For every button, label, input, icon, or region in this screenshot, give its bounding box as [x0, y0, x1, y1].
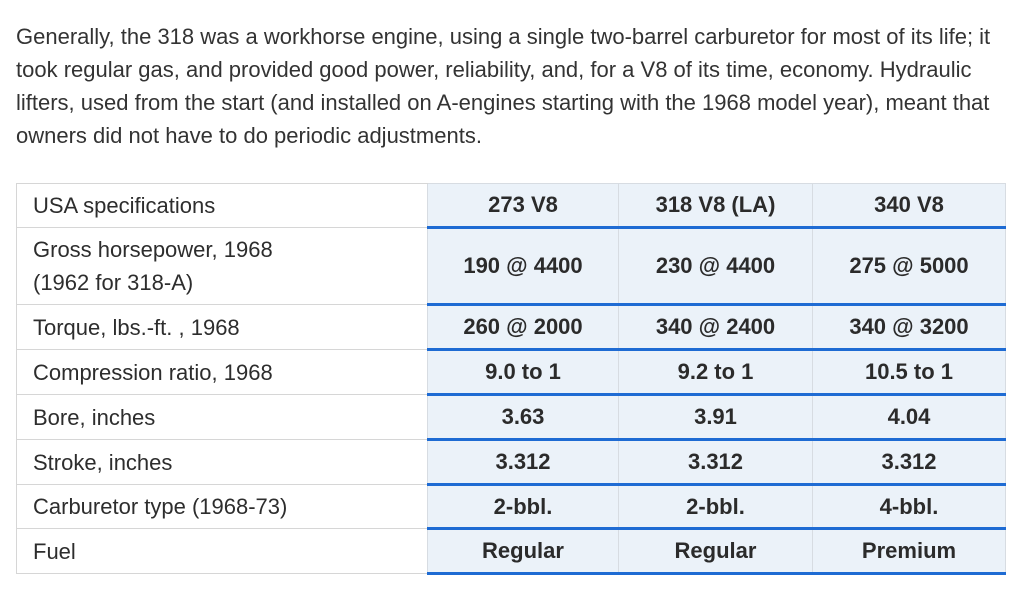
spec-label: Torque, lbs.-ft. , 1968 — [16, 304, 428, 350]
spec-value: 2-bbl. — [618, 484, 813, 530]
spec-label: Fuel — [16, 528, 428, 574]
spec-value: Regular — [427, 528, 619, 575]
spec-value: 9.2 to 1 — [618, 349, 813, 396]
spec-value: Premium — [812, 528, 1006, 575]
spec-value: 3.312 — [427, 439, 619, 486]
table-row-gross-horsepower: Gross horsepower, 1968 (1962 for 318-A) … — [16, 227, 1006, 306]
spec-label: Stroke, inches — [16, 439, 428, 485]
spec-value: 340 @ 3200 — [812, 304, 1006, 351]
spec-value: 3.63 — [427, 394, 619, 441]
spec-value: 3.312 — [618, 439, 813, 486]
spec-value: 275 @ 5000 — [812, 227, 1006, 306]
table-header-row: USA specifications 273 V8 318 V8 (LA) 34… — [16, 183, 1006, 229]
spec-label: Bore, inches — [16, 394, 428, 440]
table-row-fuel: Fuel Regular Regular Premium — [16, 528, 1006, 575]
spec-value: 4.04 — [812, 394, 1006, 441]
spec-value: 2-bbl. — [427, 484, 619, 530]
table-row-compression-ratio: Compression ratio, 1968 9.0 to 1 9.2 to … — [16, 349, 1006, 396]
engine-specs-table: USA specifications 273 V8 318 V8 (LA) 34… — [16, 183, 1006, 575]
table-row-stroke: Stroke, inches 3.312 3.312 3.312 — [16, 439, 1006, 486]
table-row-bore: Bore, inches 3.63 3.91 4.04 — [16, 394, 1006, 441]
column-header-273-v8: 273 V8 — [427, 183, 619, 229]
column-header-340-v8: 340 V8 — [812, 183, 1006, 229]
spec-label: Compression ratio, 1968 — [16, 349, 428, 395]
spec-value: 9.0 to 1 — [427, 349, 619, 396]
spec-value: Regular — [618, 528, 813, 575]
spec-value: 3.312 — [812, 439, 1006, 486]
table-row-carburetor-type: Carburetor type (1968-73) 2-bbl. 2-bbl. … — [16, 484, 1006, 530]
spec-value: 4-bbl. — [812, 484, 1006, 530]
intro-paragraph: Generally, the 318 was a workhorse engin… — [16, 24, 991, 148]
column-header-318-v8-la: 318 V8 (LA) — [618, 183, 813, 229]
spec-value: 260 @ 2000 — [427, 304, 619, 351]
spec-value: 10.5 to 1 — [812, 349, 1006, 396]
table-row-torque: Torque, lbs.-ft. , 1968 260 @ 2000 340 @… — [16, 304, 1006, 351]
table-title-cell: USA specifications — [16, 183, 428, 228]
spec-value: 190 @ 4400 — [427, 227, 619, 306]
spec-label: Gross horsepower, 1968 (1962 for 318-A) — [16, 227, 428, 305]
spec-value: 340 @ 2400 — [618, 304, 813, 351]
spec-value: 230 @ 4400 — [618, 227, 813, 306]
spec-value: 3.91 — [618, 394, 813, 441]
spec-label: Carburetor type (1968-73) — [16, 484, 428, 529]
